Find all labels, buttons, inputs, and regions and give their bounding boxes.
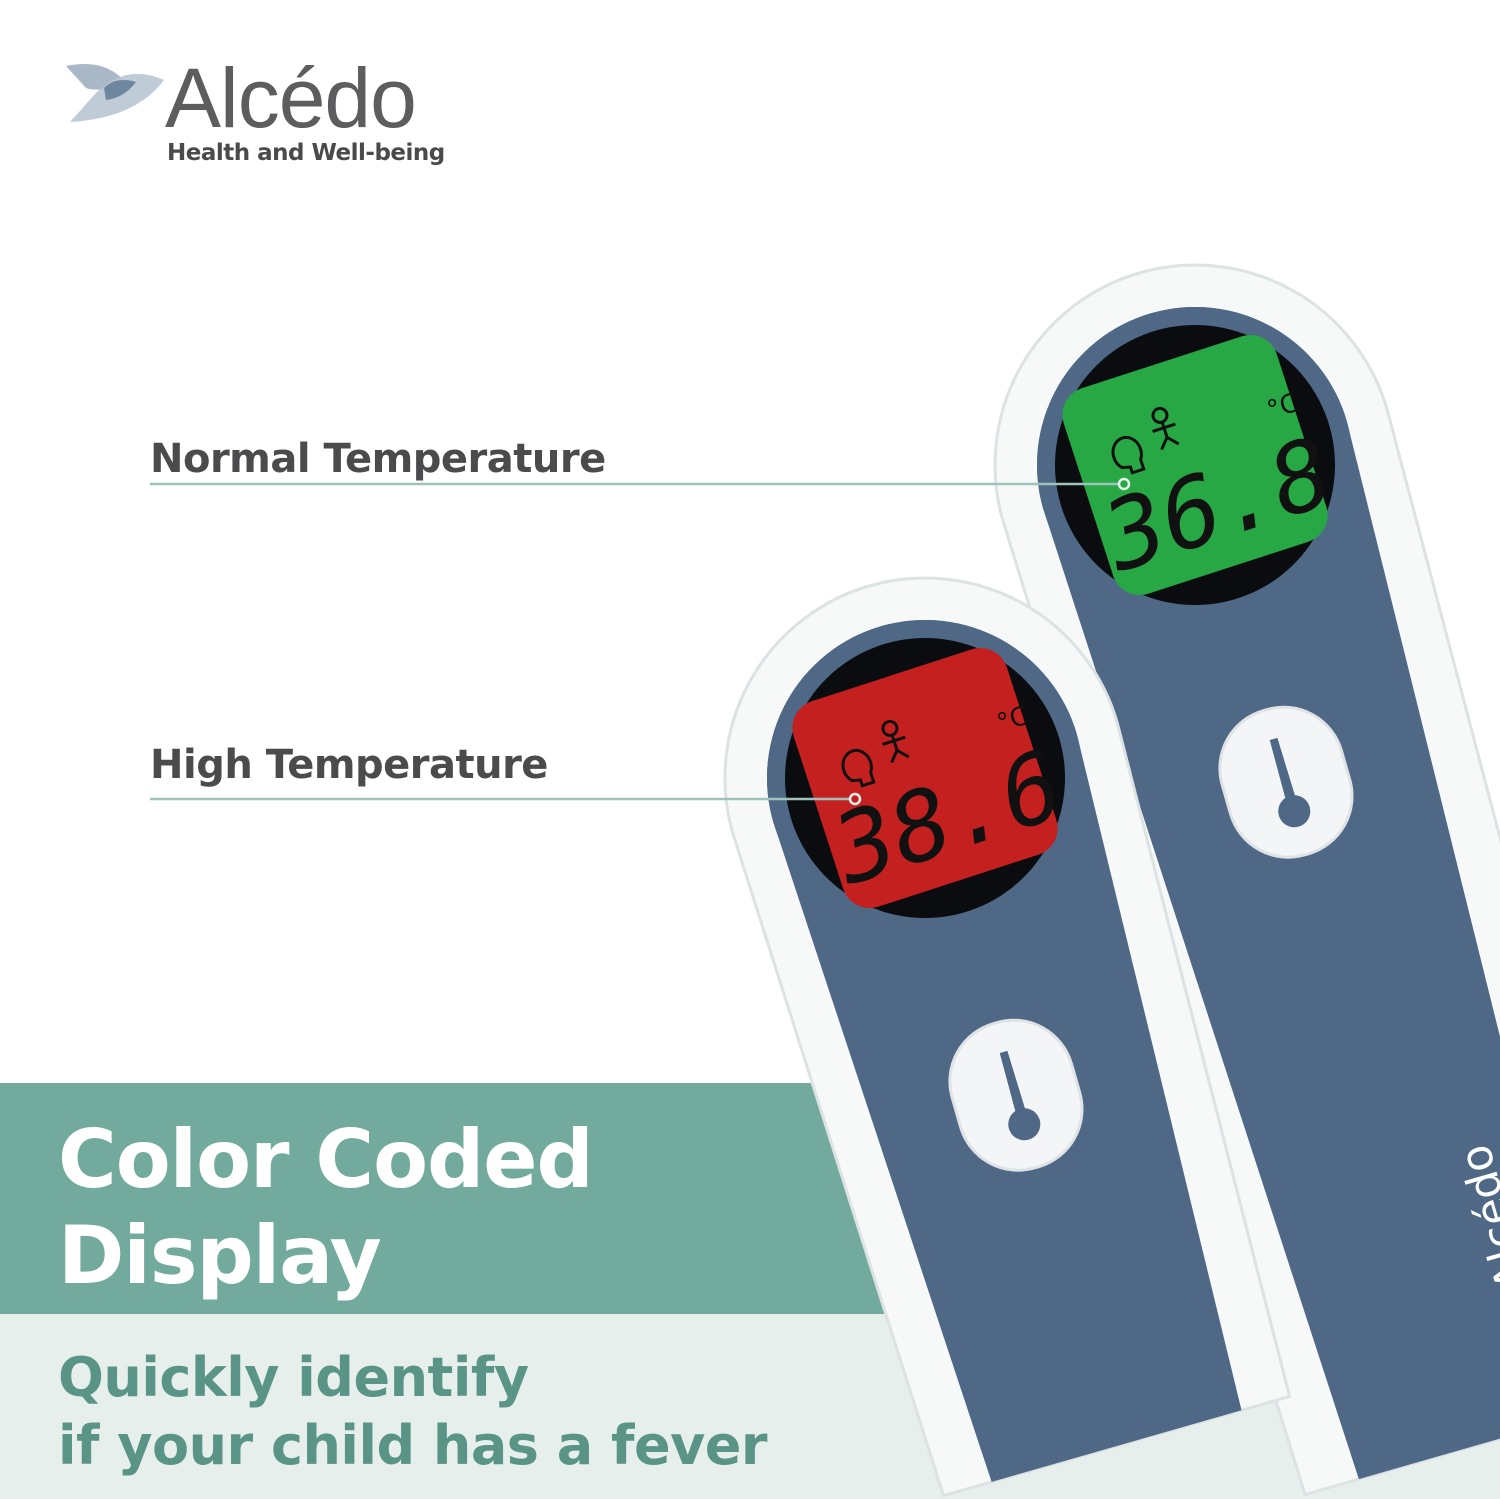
- subheadline-line-1: Quickly identify: [58, 1346, 529, 1409]
- headline-line-1: Color Coded: [58, 1113, 594, 1206]
- brand-logo-icon: [66, 64, 164, 122]
- thermometer-button-icon: [1269, 737, 1311, 828]
- forehead-icon: [1111, 435, 1146, 475]
- brand-tagline: Health and Well-being: [167, 140, 445, 166]
- subheadline: Quickly identify if your child has a fev…: [58, 1344, 768, 1480]
- brand-name: Alcédo: [165, 51, 417, 145]
- thermometer-high: 38.6 °C: [723, 576, 1292, 1498]
- forehead-icon: [841, 748, 876, 788]
- baby-icon: [881, 719, 910, 764]
- lcd-display-normal: [1062, 334, 1328, 596]
- subheadline-line-2: if your child has a fever: [58, 1414, 768, 1477]
- baby-icon: [1151, 406, 1180, 451]
- headline-line-2: Display: [58, 1209, 382, 1302]
- headline: Color Coded Display: [58, 1112, 594, 1304]
- normal-temperature-label: Normal Temperature: [150, 436, 606, 482]
- thermometer-button-icon: [999, 1050, 1041, 1141]
- lcd-display-high: [792, 647, 1058, 909]
- thermometer-normal: 36.8 °C Alcédo: [993, 263, 1500, 1497]
- high-temperature-label: High Temperature: [150, 742, 548, 788]
